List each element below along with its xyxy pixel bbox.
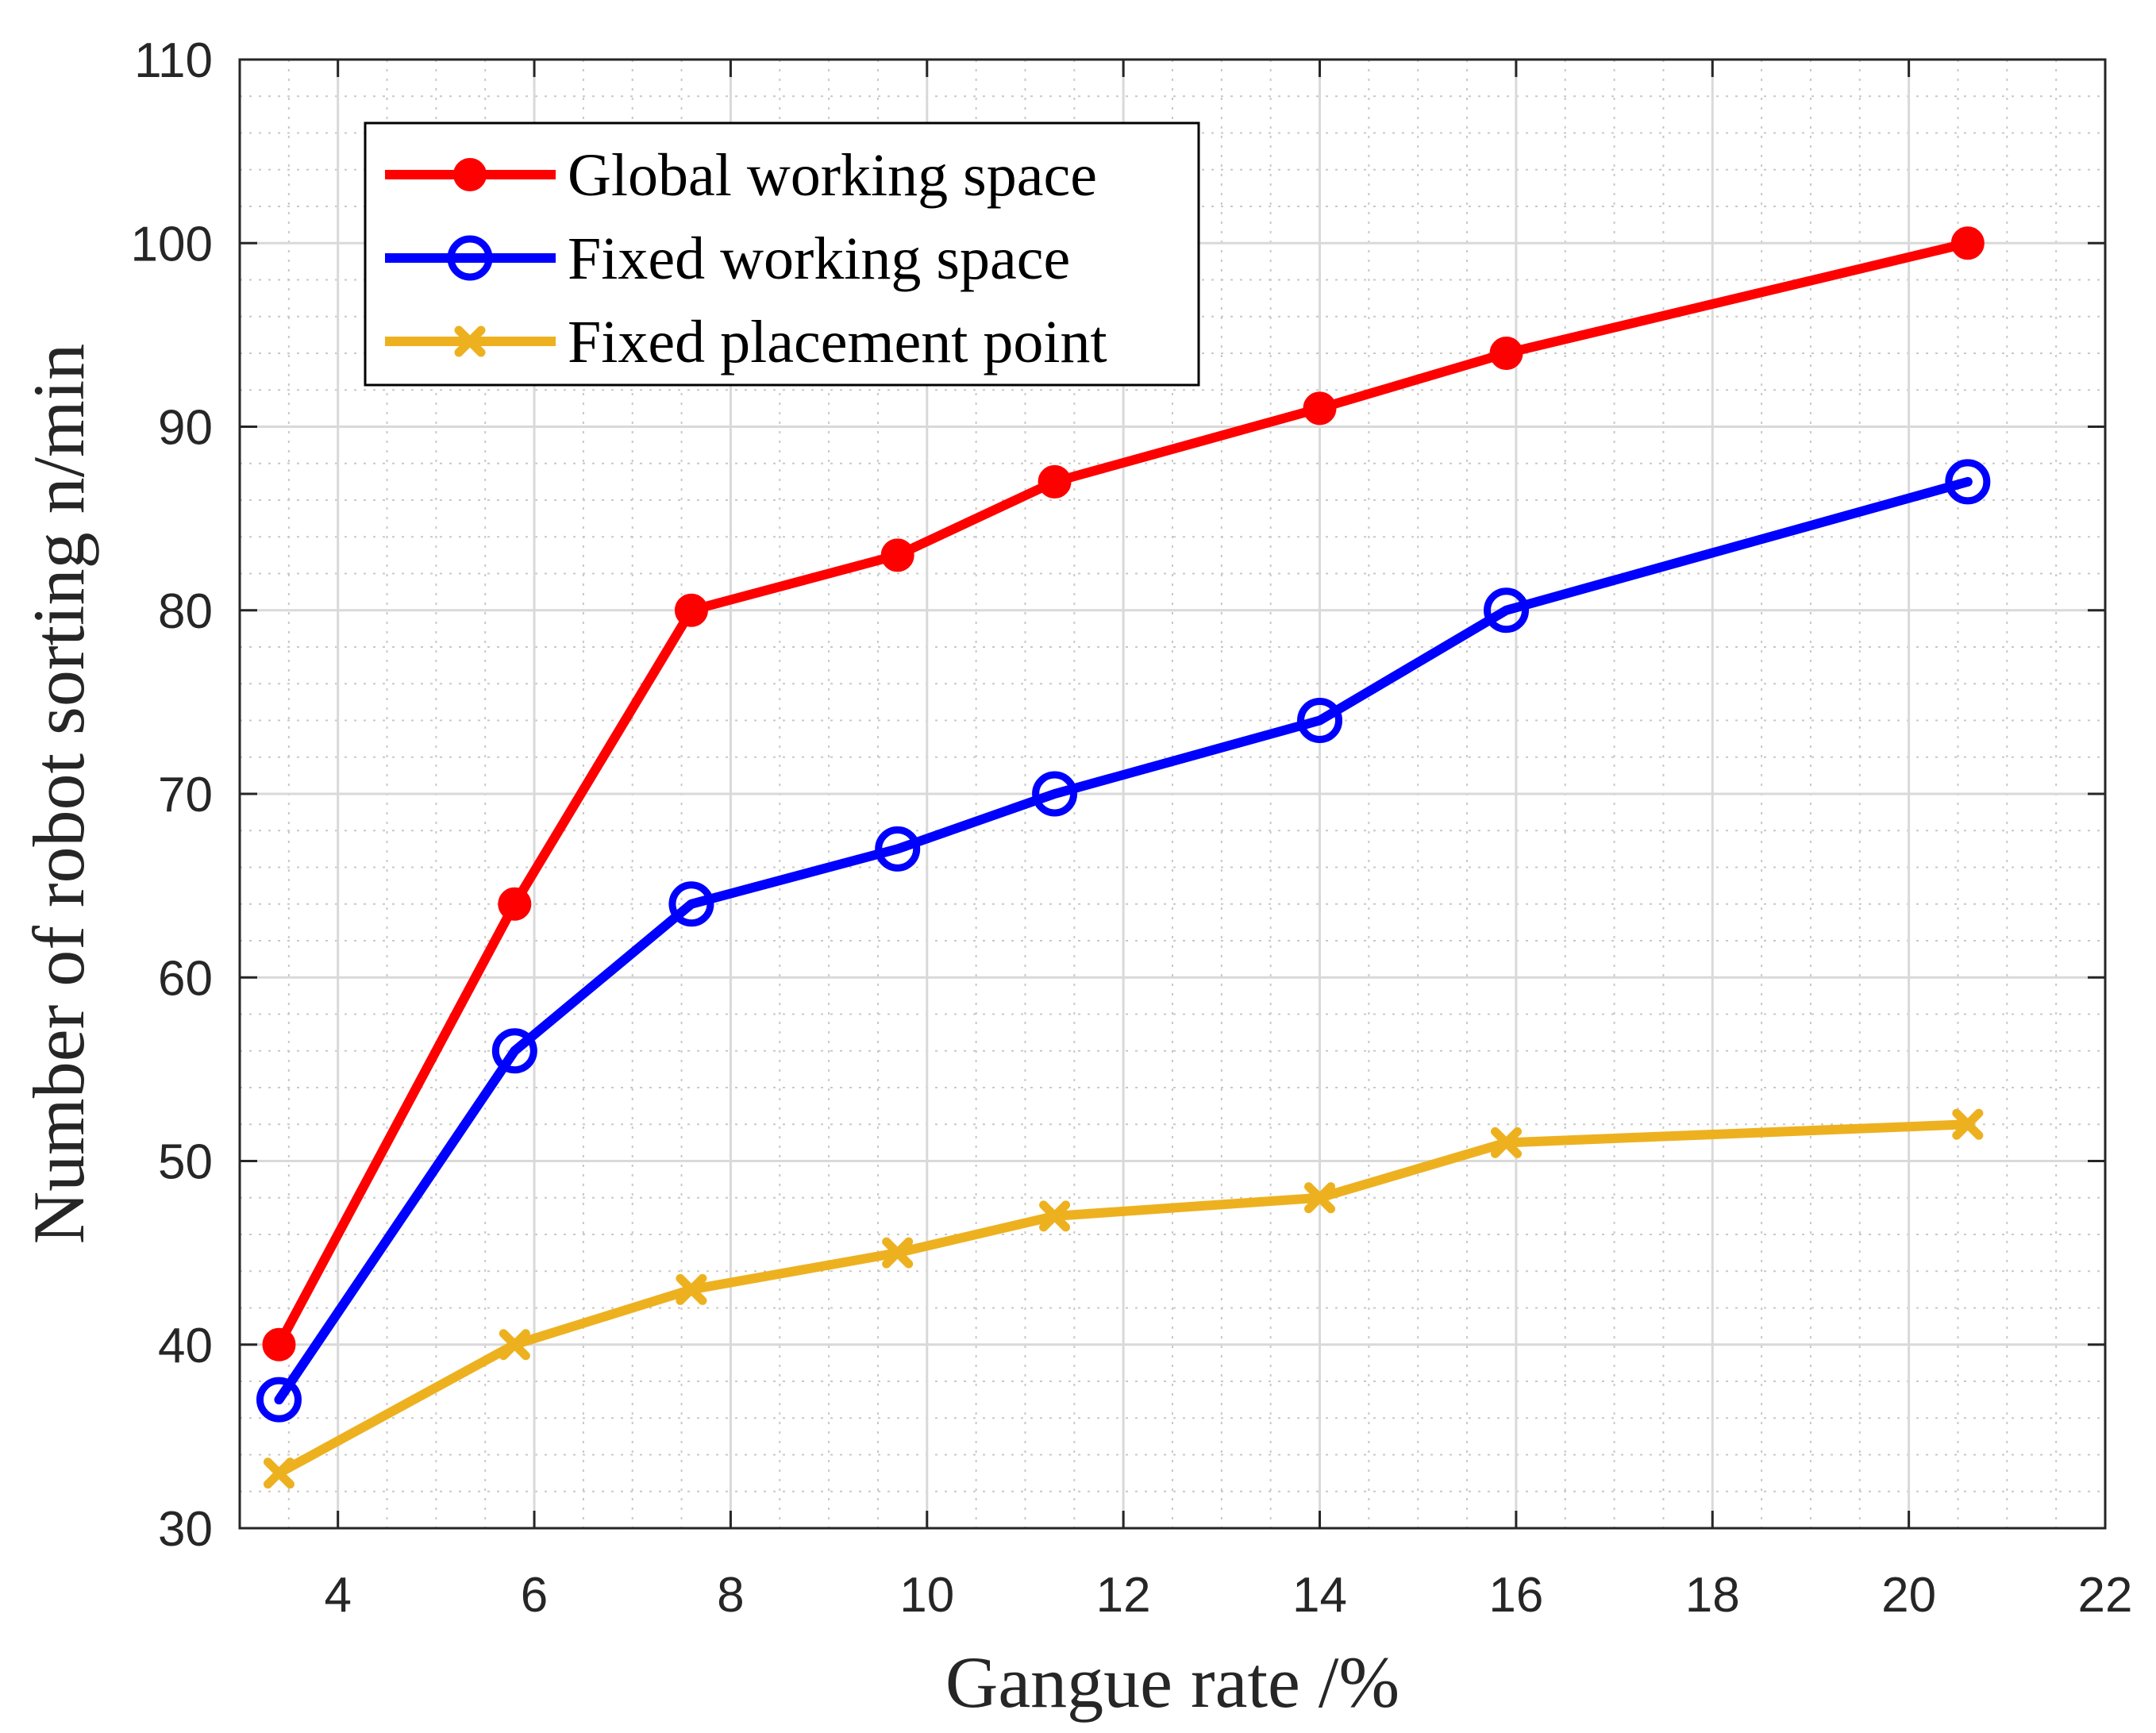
y-tick-label: 100 (131, 217, 213, 272)
data-point-fixed-placement-point (1952, 1108, 1984, 1140)
x-tick-label: 6 (521, 1568, 548, 1623)
data-point-fixed-placement-point (263, 1458, 295, 1489)
data-point-fixed-placement-point (1039, 1200, 1071, 1232)
data-point-global-working-space (674, 593, 708, 627)
x-tick-label: 22 (2078, 1568, 2133, 1623)
y-tick-label: 90 (158, 401, 213, 456)
data-point-fixed-working-space (875, 826, 921, 872)
x-marker-stroke (1304, 1182, 1336, 1214)
data-point-global-working-space (262, 1327, 296, 1361)
y-tick-label: 80 (158, 584, 213, 639)
y-tick-label: 30 (158, 1502, 213, 1557)
series-line-global-working-space (274, 238, 1973, 1350)
tick-marks (240, 58, 2107, 1530)
x-marker-stroke (882, 1237, 914, 1269)
x-tick-label: 20 (1881, 1568, 1936, 1623)
x-marker-stroke (1952, 1108, 1984, 1140)
data-point-fixed-working-space (1297, 698, 1343, 743)
data-point-global-working-space (880, 538, 914, 572)
y-tick-label: 70 (158, 768, 213, 822)
legend-item-fixed-working-space: Fixed working space (385, 225, 1070, 292)
data-point-fixed-placement-point (499, 1329, 530, 1361)
legend-item-fixed-placement-point: Fixed placement point (385, 309, 1107, 375)
y-tick-label: 50 (158, 1135, 213, 1190)
y-axis-title: Number of robot sorting n/min (18, 344, 99, 1245)
x-marker-stroke (263, 1458, 295, 1489)
data-point-global-working-space (1489, 337, 1523, 370)
x-tick-label: 12 (1096, 1568, 1151, 1623)
legend-marker (453, 158, 487, 191)
legend: Global working space Fixed working space F… (364, 121, 1200, 387)
y-tick-labels: 30 40 50 60 70 80 90 100 110 (131, 33, 213, 1557)
x-tick-labels: 4 6 8 10 12 14 16 18 20 22 (324, 1568, 2132, 1623)
y-tick-label: 110 (134, 33, 213, 88)
data-point-fixed-placement-point (882, 1237, 914, 1269)
series-fixed-working-space (256, 459, 1991, 1423)
series-layer (256, 226, 1991, 1489)
x-tick-label: 18 (1685, 1568, 1740, 1623)
y-tick-label: 40 (158, 1319, 213, 1373)
x-tick-label: 4 (324, 1568, 351, 1623)
legend-items: Global working space Fixed working space F… (385, 142, 1107, 375)
data-point-fixed-working-space (1945, 459, 1991, 505)
series-fixed-placement-point (263, 1108, 1984, 1489)
data-point-global-working-space (1303, 391, 1337, 426)
x-tick-label: 14 (1292, 1568, 1347, 1623)
data-point-fixed-placement-point (676, 1273, 707, 1305)
data-point-fixed-placement-point (1304, 1182, 1336, 1214)
data-point-fixed-working-space (1032, 771, 1078, 817)
x-marker-stroke (454, 325, 486, 357)
legend-label: Global working space (568, 142, 1097, 209)
data-point-fixed-working-space (491, 1028, 537, 1074)
data-point-fixed-working-space (1484, 587, 1530, 634)
data-point-global-working-space (1038, 464, 1072, 499)
y-tick-label: 60 (158, 951, 213, 1006)
x-tick-label: 8 (717, 1568, 744, 1623)
legend-item-global-working-space: Global working space (385, 142, 1097, 209)
legend-marker (447, 235, 493, 281)
legend-label: Fixed placement point (568, 309, 1107, 375)
legend-marker (454, 325, 486, 357)
legend-label: Fixed working space (568, 225, 1070, 292)
x-marker-stroke (499, 1329, 530, 1361)
x-marker-stroke (1491, 1126, 1523, 1158)
series-line-fixed-placement-point (274, 1119, 1973, 1478)
x-marker-stroke (1039, 1200, 1071, 1232)
x-tick-label: 16 (1488, 1568, 1543, 1623)
data-point-fixed-placement-point (1491, 1126, 1523, 1158)
data-point-global-working-space (498, 887, 532, 921)
data-point-global-working-space (1950, 226, 1985, 260)
x-tick-label: 10 (899, 1568, 954, 1623)
x-marker-stroke (676, 1273, 707, 1305)
data-point-fixed-working-space (256, 1377, 302, 1423)
data-point-fixed-working-space (668, 881, 714, 927)
x-axis-title: Gangue rate /% (945, 1642, 1399, 1723)
series-line-fixed-working-space (274, 476, 1973, 1405)
series-global-working-space (262, 226, 1985, 1361)
